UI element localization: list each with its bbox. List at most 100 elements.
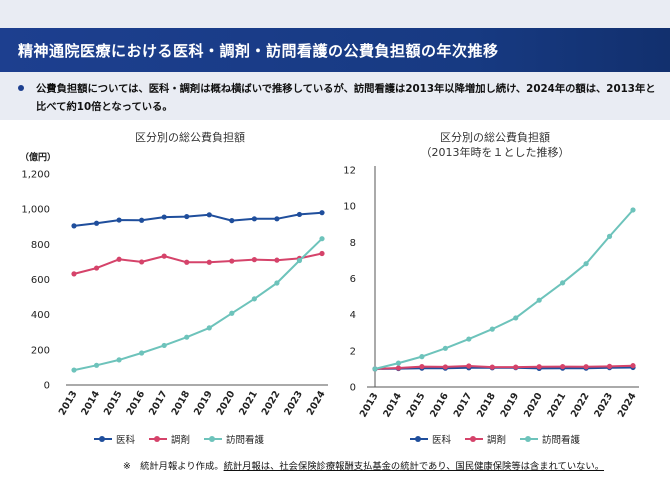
chart2-x-tick-label: 2013	[358, 391, 381, 419]
chart2-x-tick-label: 2014	[381, 391, 404, 420]
chart1-point-iryo	[116, 217, 122, 223]
legend2-label-houmon: 訪問看護	[542, 435, 581, 446]
chart1-x-tick-label: 2019	[192, 389, 215, 417]
chart1-title: 区分別の総公費負担額	[135, 131, 245, 144]
chart1-x-tick-label: 2018	[170, 389, 193, 418]
chart1-point-iryo	[296, 211, 303, 218]
chart2-point-houmon	[630, 207, 636, 213]
chart2-point-houmon	[442, 345, 448, 351]
chart1-point-chozai	[319, 250, 325, 257]
chart1-point-iryo	[251, 216, 257, 222]
chart1-point-iryo	[274, 216, 280, 222]
legend2-item-houmon: 訪問看護	[520, 432, 580, 446]
chart2-x-tick-label: 2017	[452, 391, 475, 419]
chart1-point-houmon	[229, 310, 235, 316]
legend2-item-iryo: 医科	[410, 432, 451, 446]
chart2-y-tick-label: 0	[350, 383, 356, 394]
legend2-swatch-iryo	[410, 436, 428, 442]
chart2-x-tick-label: 2018	[475, 391, 498, 420]
chart1-point-houmon	[71, 367, 77, 373]
legend-swatch-chozai	[149, 436, 168, 442]
chart2-title: 区分別の総公費負担額 （2013年時を１とした推移）	[420, 131, 570, 159]
chart2-x-tick-label: 2016	[428, 391, 451, 420]
chart1-x-tick-label: 2016	[124, 389, 147, 418]
chart2-point-houmon	[560, 280, 566, 286]
chart2-point-houmon	[536, 297, 542, 303]
chart1-series-line-chozai	[73, 252, 323, 275]
header-bar: 精神通院医療における医科・調剤・訪問看護の公費負担額の年次推移	[0, 28, 670, 72]
chart2-point-chozai	[466, 363, 472, 369]
chart1-point-houmon	[274, 280, 280, 286]
chart1-point-iryo	[229, 217, 235, 224]
chart1-point-chozai	[229, 258, 235, 264]
legend2-item-chozai: 調剤	[465, 432, 506, 446]
chart1-point-chozai	[71, 271, 77, 277]
chart2-x-tick-label: 2020	[522, 391, 545, 420]
chart1-point-houmon	[116, 357, 122, 363]
chart1-point-chozai	[139, 259, 145, 265]
chart1-point-iryo	[206, 212, 212, 218]
chart1-point-houmon	[93, 362, 100, 368]
chart1-unit-label: （億円）	[20, 153, 57, 163]
chart1-x-tick-label: 2021	[237, 389, 260, 417]
chart1-y-tick-label: 400	[31, 310, 50, 321]
chart1-point-chozai	[161, 253, 167, 259]
chart1-x-tick-label: 2020	[215, 389, 238, 418]
legend-item-houmon: 訪問看護	[204, 432, 264, 446]
legend-label-chozai: 調剤	[171, 435, 191, 446]
chart1-y-tick-label: 1,000	[21, 205, 50, 216]
chart2-point-chozai	[419, 363, 425, 370]
chart1-point-houmon	[296, 257, 303, 264]
legend-item-iryo: 医科	[94, 432, 135, 446]
chart1-y-tick-label: 0	[44, 381, 50, 392]
legend-swatch-houmon	[204, 436, 223, 442]
chart1-point-iryo	[319, 210, 325, 216]
chart2-point-houmon	[606, 233, 613, 239]
chart1-series-line-houmon	[73, 237, 323, 372]
chart2-series-line-chozai	[374, 364, 634, 370]
chart1-point-houmon	[184, 334, 190, 340]
chart2-legend: 医科 調剤 訪問看護	[410, 432, 594, 446]
chart1-x-tick-label: 2014	[79, 389, 102, 418]
chart1-y-tick-label: 200	[31, 345, 50, 356]
chart2-point-chozai	[395, 365, 402, 371]
chart1-x-tick-label: 2024	[305, 389, 328, 418]
chart1-y-tick-label: 600	[31, 275, 50, 286]
chart2-x-tick-label: 2021	[545, 391, 568, 419]
chart2-y-tick-label: 6	[350, 274, 356, 285]
chart2-point-houmon	[466, 336, 472, 342]
chart2-x-tick-label: 2023	[592, 391, 615, 419]
chart2-point-chozai	[489, 364, 495, 370]
chart1-point-iryo	[161, 214, 167, 220]
chart2-x-tick-label: 2022	[569, 391, 592, 419]
footnote: ※ 統計月報より作成。統計月報は、社会保険診療報酬支払基金の統計であり、国民健康…	[123, 458, 604, 472]
chart1-y-tick-label: 800	[31, 240, 50, 251]
chart1-x-tick-label: 2022	[260, 389, 283, 417]
chart2-point-houmon	[513, 315, 519, 321]
chart1-x-tick-label: 2023	[282, 389, 305, 417]
chart2-point-chozai	[536, 364, 542, 370]
chart2-point-chozai	[583, 364, 589, 370]
chart1-point-iryo	[184, 213, 190, 220]
chart1-x-tick-label: 2017	[147, 389, 170, 417]
chart2-y-tick-label: 10	[343, 202, 356, 213]
chart2-x-tick-label: 2019	[499, 391, 522, 419]
legend-item-chozai: 調剤	[149, 432, 190, 446]
chart2-y-tick-label: 12	[343, 166, 356, 177]
chart1-x-tick-label: 2013	[57, 389, 80, 417]
legend-swatch-iryo	[94, 436, 112, 442]
chart1-point-iryo	[71, 223, 77, 229]
chart2-point-chozai	[513, 364, 519, 370]
chart2-series-line-houmon	[374, 209, 634, 370]
chart1-point-iryo	[93, 220, 100, 226]
footnote-underlined: 統計月報は、社会保険診療報酬支払基金の統計であり、国民健康保険等は含まれていない…	[223, 461, 605, 472]
chart2-point-chozai	[442, 364, 448, 370]
chart2-y-tick-label: 4	[350, 310, 356, 321]
chart1-point-chozai	[184, 259, 190, 265]
chart1-point-houmon	[139, 350, 145, 356]
chart2-point-houmon	[395, 360, 402, 366]
chart1-point-houmon	[251, 296, 257, 302]
chart2-y-tick-label: 2	[350, 346, 356, 357]
